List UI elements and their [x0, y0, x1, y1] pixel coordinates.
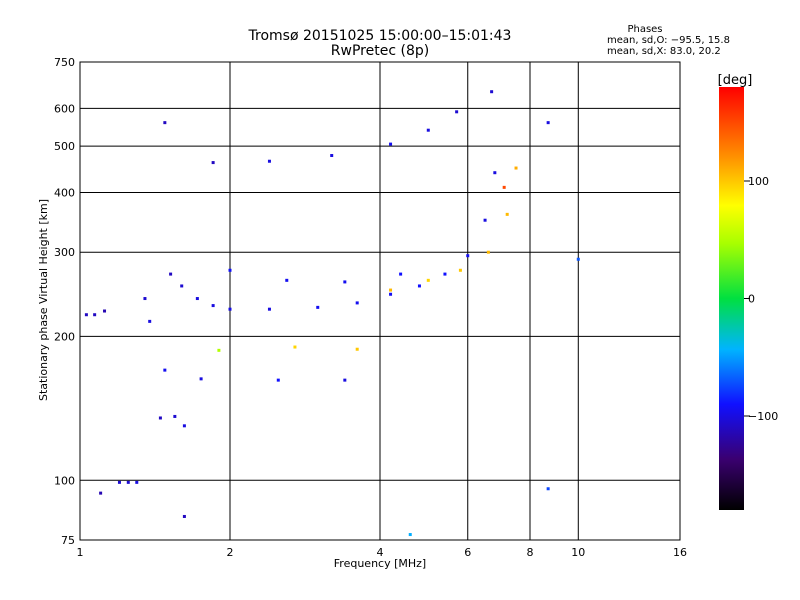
x-axis-label: Frequency [MHz]: [334, 557, 426, 570]
x-tick-label: 16: [673, 546, 687, 559]
data-point: [163, 121, 167, 125]
data-point: [148, 319, 152, 323]
data-point: [466, 254, 470, 258]
data-point: [330, 154, 334, 158]
data-point: [502, 185, 506, 189]
y-tick-label: 600: [54, 102, 75, 115]
data-point: [546, 121, 550, 125]
data-point: [199, 377, 203, 381]
data-point: [117, 480, 121, 484]
y-tick-label: 500: [54, 140, 75, 153]
y-tick-label: 200: [54, 330, 75, 343]
plot-frame: [79, 61, 681, 541]
x-tick-label: 2: [227, 546, 234, 559]
data-point: [408, 533, 412, 537]
data-point: [143, 297, 147, 301]
data-point: [389, 288, 393, 292]
phase-stats-heading: Phases: [627, 24, 662, 35]
data-point: [399, 272, 403, 276]
y-tick-label: 100: [54, 474, 75, 487]
data-point: [355, 301, 359, 305]
data-point: [103, 309, 107, 313]
grid: [80, 62, 680, 540]
data-point: [355, 347, 359, 351]
data-point: [163, 368, 167, 372]
data-point: [483, 218, 487, 222]
y-tick-label: 750: [54, 56, 75, 69]
data-point: [93, 313, 97, 317]
data-point: [217, 348, 221, 352]
data-point: [490, 90, 494, 94]
data-point: [343, 280, 347, 284]
colorbar-tick-label: −100: [748, 410, 778, 423]
phase-stats-o: mean, sd,O: −95.5, 15.8: [607, 35, 730, 46]
colorbar-tick-label: 100: [748, 175, 769, 188]
data-point: [576, 257, 580, 261]
data-point: [228, 268, 232, 272]
data-point: [493, 171, 497, 175]
y-tick-label: 400: [54, 186, 75, 199]
data-point: [173, 414, 177, 418]
data-point: [182, 424, 186, 428]
data-point: [389, 292, 393, 296]
data-point: [195, 297, 199, 301]
data-point: [343, 378, 347, 382]
data-point: [443, 272, 447, 276]
x-tick-label: 6: [464, 546, 471, 559]
data-point: [426, 278, 430, 282]
x-axis-ticks: 1 2 4 6 8 10 16: [77, 546, 688, 559]
data-point: [458, 268, 462, 272]
colorbar: [719, 87, 744, 510]
data-point: [546, 487, 550, 491]
data-point: [169, 272, 173, 276]
data-point: [211, 161, 215, 165]
colorbar-ticks: 100 0 −100: [744, 175, 778, 423]
y-tick-label: 75: [61, 534, 75, 547]
x-tick-label: 10: [571, 546, 585, 559]
x-tick-label: 8: [527, 546, 534, 559]
data-point: [180, 284, 184, 288]
data-point: [84, 313, 88, 317]
data-point: [505, 212, 509, 216]
data-points: [84, 90, 580, 537]
data-point: [158, 416, 162, 420]
data-point: [126, 480, 130, 484]
data-point: [182, 514, 186, 518]
data-point: [267, 307, 271, 311]
data-point: [267, 159, 271, 163]
y-axis-ticks: 75 100 200 300 400 500 600 750: [54, 56, 75, 547]
data-point: [135, 480, 139, 484]
data-point: [293, 345, 297, 349]
data-point: [486, 250, 490, 254]
data-point: [211, 304, 215, 308]
colorbar-label: [deg]: [718, 73, 753, 88]
x-tick-label: 4: [377, 546, 384, 559]
data-point: [389, 142, 393, 146]
y-axis-label: Stationary phase Virtual Height [km]: [37, 199, 50, 401]
data-point: [276, 378, 280, 382]
phase-stats-x: mean, sd,X: 83.0, 20.2: [607, 46, 721, 57]
data-point: [99, 491, 103, 495]
data-point: [316, 305, 320, 309]
x-tick-label: 1: [77, 546, 84, 559]
data-point: [228, 307, 232, 311]
chart-subtitle: RwPretec (8p): [331, 43, 429, 59]
y-tick-label: 300: [54, 246, 75, 259]
data-point: [285, 278, 289, 282]
data-point: [426, 128, 430, 132]
chart-title: Tromsø 20151025 15:00:00–15:01:43: [248, 28, 512, 44]
data-point: [514, 166, 518, 170]
data-point: [417, 284, 421, 288]
colorbar-tick-label: 0: [748, 293, 755, 306]
data-point: [455, 110, 459, 114]
